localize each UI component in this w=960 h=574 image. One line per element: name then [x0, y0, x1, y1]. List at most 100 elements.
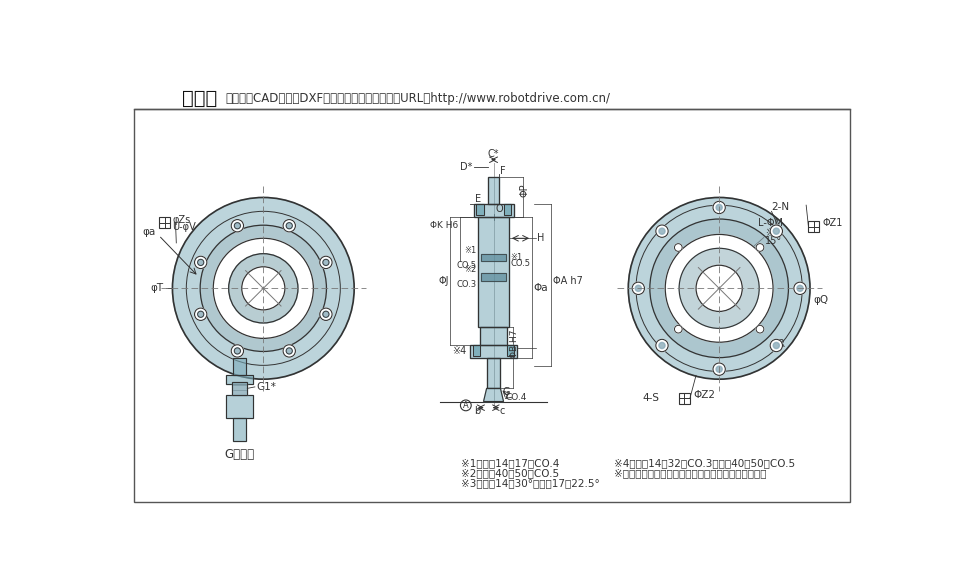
Circle shape: [231, 220, 244, 232]
Circle shape: [756, 325, 764, 333]
Circle shape: [201, 225, 326, 351]
Text: φT: φT: [151, 284, 164, 293]
Bar: [233, 358, 246, 375]
Text: E: E: [475, 194, 481, 204]
Circle shape: [650, 219, 788, 358]
Circle shape: [195, 308, 206, 320]
Text: φa: φa: [142, 227, 156, 237]
Text: ΦJ: ΦJ: [439, 276, 449, 286]
Text: A: A: [463, 401, 468, 410]
Bar: [507, 346, 515, 356]
Circle shape: [323, 259, 329, 266]
Circle shape: [286, 348, 293, 354]
Circle shape: [756, 243, 764, 251]
Circle shape: [794, 282, 806, 294]
Circle shape: [659, 343, 665, 348]
Bar: [487, 358, 500, 389]
Text: ※1: ※1: [465, 246, 476, 255]
Bar: [476, 204, 484, 215]
Text: U-φV: U-φV: [173, 222, 196, 232]
Circle shape: [675, 325, 683, 333]
Text: c: c: [499, 406, 505, 416]
Text: ΦP: ΦP: [519, 183, 529, 197]
Text: ※3: ※3: [765, 228, 780, 238]
Bar: [481, 273, 506, 281]
Text: ΦB H7: ΦB H7: [510, 329, 518, 358]
Text: φZs: φZs: [173, 215, 191, 225]
Text: O: O: [496, 204, 503, 214]
Bar: [233, 418, 246, 441]
Circle shape: [320, 308, 332, 320]
Bar: [470, 344, 516, 358]
Text: F: F: [500, 165, 506, 176]
Bar: [480, 327, 507, 344]
Text: L-ΦM: L-ΦM: [758, 218, 783, 228]
Bar: [488, 177, 499, 204]
Circle shape: [283, 345, 296, 357]
Circle shape: [628, 197, 810, 379]
Bar: [226, 375, 253, 384]
Circle shape: [797, 285, 804, 292]
Bar: [233, 418, 246, 441]
Bar: [504, 204, 512, 215]
Text: CO.5: CO.5: [511, 259, 531, 268]
Text: C*: C*: [488, 149, 499, 158]
Circle shape: [716, 366, 722, 373]
Text: φR: φR: [772, 339, 785, 349]
Bar: [472, 346, 480, 356]
Circle shape: [675, 243, 683, 251]
Circle shape: [716, 204, 722, 211]
Bar: [488, 177, 499, 204]
Text: ΦA h7: ΦA h7: [553, 276, 583, 286]
Circle shape: [234, 223, 240, 229]
Bar: [481, 254, 506, 261]
Circle shape: [173, 197, 354, 379]
Circle shape: [696, 265, 742, 312]
Text: 外形图: 外形图: [182, 88, 218, 108]
Bar: [226, 394, 253, 418]
Text: ※3：型号14为30°、型号17为22.5°: ※3：型号14为30°、型号17为22.5°: [461, 478, 600, 488]
Circle shape: [283, 220, 296, 232]
Bar: [481, 254, 506, 261]
Text: ※1: ※1: [511, 253, 523, 262]
Circle shape: [198, 259, 204, 266]
Circle shape: [234, 348, 240, 354]
Text: G: G: [502, 387, 510, 397]
Bar: [679, 393, 690, 404]
Circle shape: [636, 285, 641, 292]
Bar: [478, 217, 509, 327]
Circle shape: [323, 311, 329, 317]
Circle shape: [242, 267, 285, 310]
Text: ΦZ1: ΦZ1: [823, 218, 843, 228]
Text: G1*: G1*: [256, 382, 276, 392]
Bar: [478, 217, 509, 327]
Text: b: b: [474, 406, 481, 416]
Text: ※4: ※4: [452, 346, 467, 356]
Bar: [226, 394, 253, 418]
Bar: [507, 346, 515, 356]
Circle shape: [659, 228, 665, 234]
Text: 本产品的CAD数据（DXF）可从本公司主页下载。URL：http://www.robotdrive.com.cn/: 本产品的CAD数据（DXF）可从本公司主页下载。URL：http://www.r…: [226, 92, 611, 104]
Circle shape: [231, 345, 244, 357]
Text: H: H: [538, 233, 545, 243]
Text: ※尺寸形状的详细情况，请使用交货规格图进行确认。: ※尺寸形状的详细情况，请使用交货规格图进行确认。: [613, 468, 766, 478]
Text: CO.3: CO.3: [456, 280, 476, 289]
Bar: [481, 273, 506, 281]
Circle shape: [286, 223, 293, 229]
Circle shape: [665, 234, 773, 342]
Text: 15°: 15°: [765, 235, 782, 246]
Text: CO.5: CO.5: [457, 261, 476, 270]
Bar: [473, 204, 514, 217]
Bar: [470, 344, 516, 358]
Circle shape: [228, 254, 298, 323]
Circle shape: [198, 311, 204, 317]
Bar: [226, 375, 253, 384]
Text: 2-N: 2-N: [772, 201, 790, 212]
Bar: [134, 109, 850, 502]
Circle shape: [213, 238, 313, 339]
Bar: [472, 346, 480, 356]
Text: ※4：型号14～32为CO.3、型号40、50为CO.5: ※4：型号14～32为CO.3、型号40、50为CO.5: [613, 457, 795, 468]
Circle shape: [656, 339, 668, 352]
Text: G部扩大: G部扩大: [225, 448, 254, 461]
Bar: [476, 204, 484, 215]
